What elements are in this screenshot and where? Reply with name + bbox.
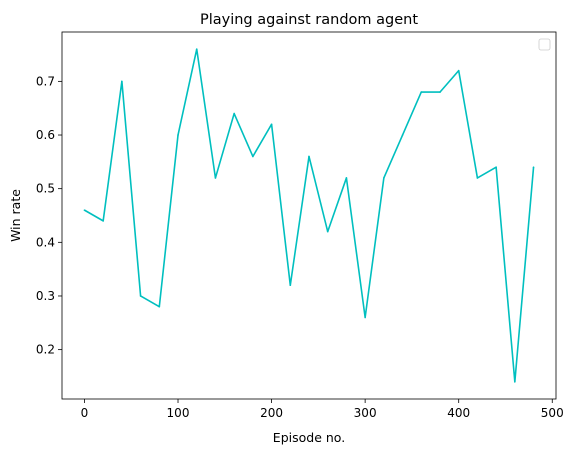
data-point [83, 209, 86, 211]
y-tick-label: 0.7 [36, 74, 55, 88]
data-point [308, 155, 310, 158]
x-axis-label: Episode no. [273, 430, 345, 445]
data-point [270, 123, 273, 126]
x-tick-label: 300 [354, 406, 377, 420]
data-point [457, 69, 460, 72]
y-tick-label: 0.2 [36, 343, 55, 357]
y-tick-label: 0.3 [36, 289, 55, 303]
axis-ticks: 0 100 200 300 400 500 0.2 0.3 0.4 0.5 0.6 0.7 [36, 74, 564, 420]
data-point [289, 284, 292, 287]
data-point [495, 166, 497, 169]
data-point [102, 220, 104, 222]
data-point [195, 48, 198, 50]
data-point [326, 230, 329, 233]
data-point [476, 177, 479, 179]
x-tick-label: 500 [541, 406, 564, 420]
data-point [364, 316, 366, 319]
data-point [158, 305, 161, 308]
legend-box [538, 38, 551, 51]
data-point [532, 166, 535, 169]
data-point [401, 134, 404, 136]
data-point [139, 295, 142, 297]
y-tick-label: 0.4 [36, 235, 55, 249]
series-line [84, 48, 535, 383]
data-point [214, 177, 217, 179]
data-point [233, 112, 235, 115]
data-point [177, 134, 179, 136]
data-point [420, 91, 423, 93]
y-axis-label: Win rate [8, 189, 23, 242]
data-point [514, 381, 516, 383]
y-tick-label: 0.5 [36, 182, 55, 196]
x-tick-label: 400 [447, 406, 470, 420]
data-point [252, 155, 254, 158]
x-tick-label: 100 [167, 406, 190, 420]
y-tick-label: 0.6 [36, 128, 55, 142]
chart-title: Playing against random agent [200, 12, 418, 28]
data-point [345, 177, 348, 179]
plot-frame [61, 31, 557, 400]
data-point [121, 80, 123, 83]
data-point [383, 177, 385, 179]
x-tick-label: 0 [81, 406, 89, 420]
series-layer [83, 48, 535, 383]
x-tick-label: 200 [260, 406, 283, 420]
data-point [439, 91, 441, 93]
